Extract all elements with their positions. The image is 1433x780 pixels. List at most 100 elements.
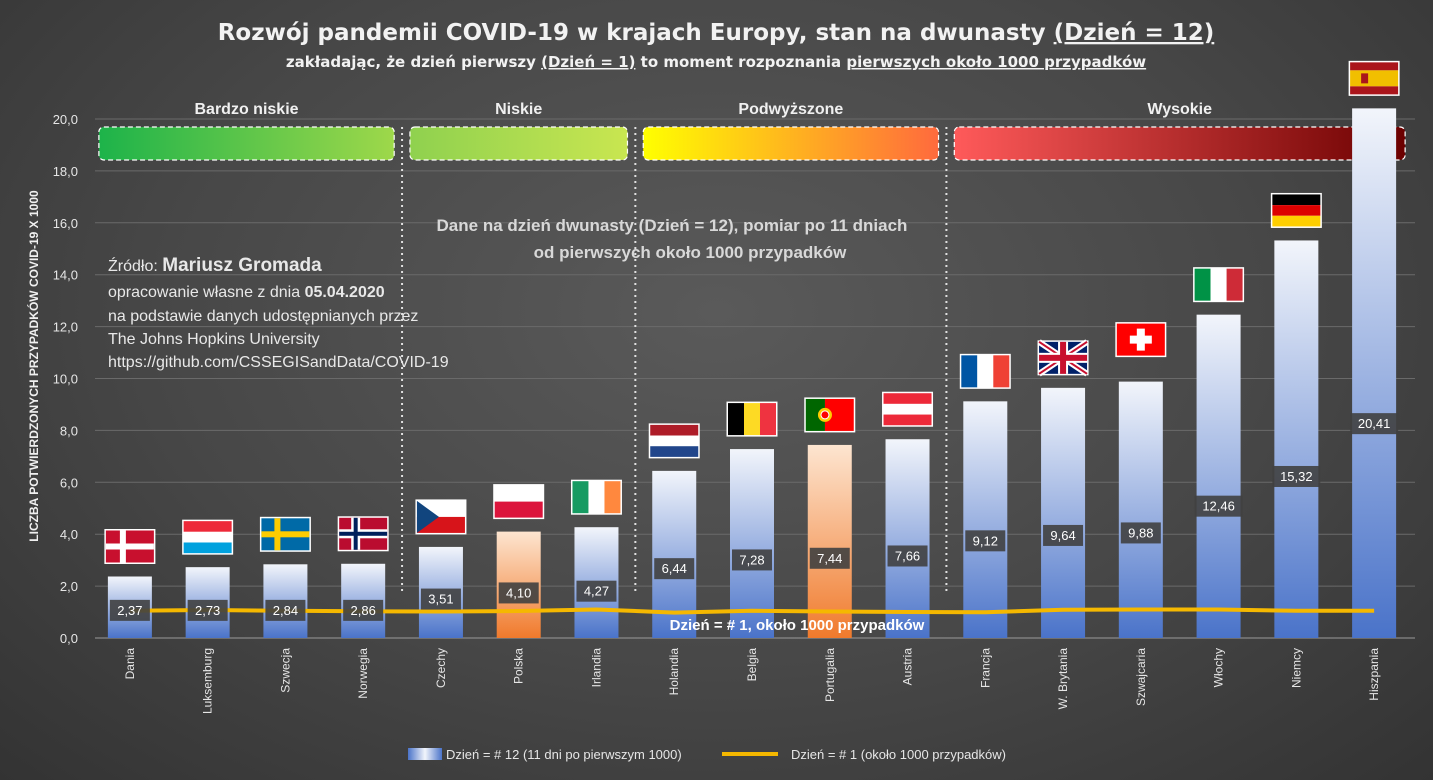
value-label-text: 9,12	[973, 533, 998, 548]
note-line-1: Dane na dzień dwunasty (Dzień = 12), pom…	[437, 216, 908, 235]
legend-bar-swatch	[408, 748, 442, 760]
x-tick-label: Francja	[978, 648, 992, 688]
y-tick-label: 6,0	[60, 475, 78, 490]
value-label-bg	[654, 558, 695, 580]
netherlands-flag-icon	[648, 423, 700, 459]
x-tick-label: Holandia	[667, 648, 681, 696]
source-block: Źródło: Mariusz Gromada opracowanie włas…	[108, 255, 449, 371]
value-label-text: 15,32	[1280, 469, 1313, 484]
category-band	[953, 126, 1406, 161]
value-label: 2,37	[109, 599, 150, 621]
value-label: 9,88	[1120, 522, 1161, 544]
value-label-bg	[1272, 465, 1321, 487]
value-label-bg	[732, 549, 772, 571]
value-labels: 2,37 2,73 2,84 2,86 3,51 4,10 4,27 6,44 7,28 7,44…	[109, 413, 1399, 621]
value-label: 2,86	[343, 599, 384, 621]
value-label-text: 4,27	[584, 584, 609, 599]
value-label-bg	[809, 547, 850, 569]
source-line-1: Źródło: Mariusz Gromada	[108, 255, 322, 276]
poland-flag-icon	[493, 484, 545, 520]
bar	[963, 401, 1008, 638]
bar	[1274, 240, 1319, 639]
bar	[885, 439, 930, 638]
category-band	[98, 126, 395, 161]
source-line-3: na podstawie danych udostępnianych przez	[108, 308, 418, 325]
value-label: 4,27	[576, 580, 617, 602]
x-tick-label: Polska	[512, 648, 526, 684]
value-label: 7,28	[732, 549, 772, 571]
value-label-text: 7,44	[817, 551, 842, 566]
value-label: 9,64	[1043, 524, 1084, 546]
y-tick-label: 16,0	[53, 216, 78, 231]
value-label: 4,10	[498, 582, 539, 604]
value-label-bg	[1120, 522, 1161, 544]
value-label-text: 4,10	[506, 585, 531, 600]
category-title: Niskie	[495, 101, 542, 118]
bar	[1118, 381, 1163, 638]
value-label: 7,66	[887, 545, 928, 567]
x-tick-label: Luksemburg	[201, 648, 215, 714]
y-tick-label: 10,0	[53, 372, 78, 387]
y-tick-label: 20,0	[53, 112, 78, 127]
y-tick-label: 8,0	[60, 423, 78, 438]
x-tick-label: Austria	[901, 648, 915, 686]
x-tick-label: W. Brytania	[1056, 648, 1070, 710]
value-label-bg	[265, 599, 306, 621]
ireland-flag-icon	[570, 479, 622, 515]
source-line-5: https://github.com/CSSEGISandData/COVID-…	[108, 354, 449, 371]
bar	[1196, 314, 1241, 638]
uk-flag-icon	[1037, 339, 1089, 377]
day-one-series-line	[129, 607, 1375, 615]
value-label-text: 6,44	[662, 561, 687, 576]
legend-bar-label: Dzień = # 12 (11 dni po pierwszym 1000)	[446, 747, 682, 762]
value-label-text: 9,88	[1128, 525, 1153, 540]
portugal-flag-icon	[804, 397, 856, 433]
flags	[104, 60, 1400, 564]
legend: Dzień = # 12 (11 dni po pierwszym 1000) …	[408, 747, 1006, 762]
category-band	[409, 126, 629, 161]
x-tick-label: Hiszpania	[1367, 648, 1381, 701]
value-label: 7,44	[809, 547, 850, 569]
value-label-bg	[1194, 495, 1243, 517]
value-label-bg	[887, 545, 928, 567]
bar	[730, 449, 774, 638]
value-label-text: 9,64	[1050, 528, 1075, 543]
value-label-bg	[343, 599, 384, 621]
value-label: 2,73	[187, 599, 228, 621]
x-tick-label: Belgia	[745, 648, 759, 682]
value-label-bg	[1043, 524, 1084, 546]
value-label: 20,41	[1350, 413, 1399, 435]
value-label: 12,46	[1194, 495, 1243, 517]
x-tick-label: Portugalia	[823, 648, 837, 702]
chart-title: Rozwój pandemii COVID-19 w krajach Europ…	[218, 20, 1215, 46]
france-flag-icon	[959, 353, 1011, 389]
value-label-bg	[576, 580, 617, 602]
norway-flag-icon	[337, 516, 389, 552]
day-one-line	[129, 607, 1375, 615]
x-tick-label: Włochy	[1212, 648, 1226, 687]
x-tick-label: Niemcy	[1289, 648, 1303, 688]
value-label-bg	[965, 530, 1006, 552]
value-label-text: 3,51	[428, 592, 453, 607]
value-label: 15,32	[1272, 465, 1321, 487]
czechia-flag-icon	[415, 499, 467, 535]
y-axis-label: LICZBA POTWIERDZONYCH PRZYPADKÓW COVID-1…	[26, 190, 41, 542]
bar	[1041, 387, 1086, 638]
luxembourg-flag-icon	[182, 519, 234, 555]
germany-flag-icon	[1270, 192, 1322, 228]
x-tick-label: Irlandia	[589, 648, 603, 688]
switzerland-flag-icon	[1115, 322, 1167, 358]
value-label-bg	[498, 582, 539, 604]
x-tick-label: Czechy	[434, 648, 448, 688]
value-label: 2,84	[265, 599, 306, 621]
category-title: Podwyższone	[738, 101, 843, 118]
value-label-bg	[109, 599, 150, 621]
value-label-bg	[420, 588, 461, 610]
note-line-2: od pierwszych około 1000 przypadków	[534, 243, 847, 262]
source-line-2: opracowanie własne z dnia 05.04.2020	[108, 284, 385, 301]
chart-subtitle: zakładając, że dzień pierwszy (Dzień = 1…	[286, 53, 1146, 71]
category-groups: Bardzo niskie Niskie Podwyższone Wysokie	[98, 101, 1406, 595]
y-tick-label: 0,0	[60, 631, 78, 646]
y-tick-label: 14,0	[53, 268, 78, 283]
